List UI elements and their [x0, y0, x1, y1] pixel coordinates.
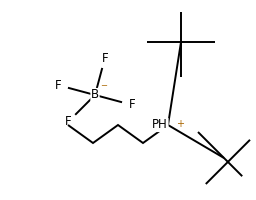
Text: F: F: [65, 115, 71, 128]
Text: −: −: [100, 81, 107, 90]
Text: +: +: [176, 119, 184, 129]
Text: F: F: [55, 79, 62, 92]
Text: F: F: [102, 52, 108, 65]
Text: F: F: [129, 98, 135, 111]
Text: B: B: [91, 88, 99, 102]
Text: PH: PH: [152, 118, 168, 132]
